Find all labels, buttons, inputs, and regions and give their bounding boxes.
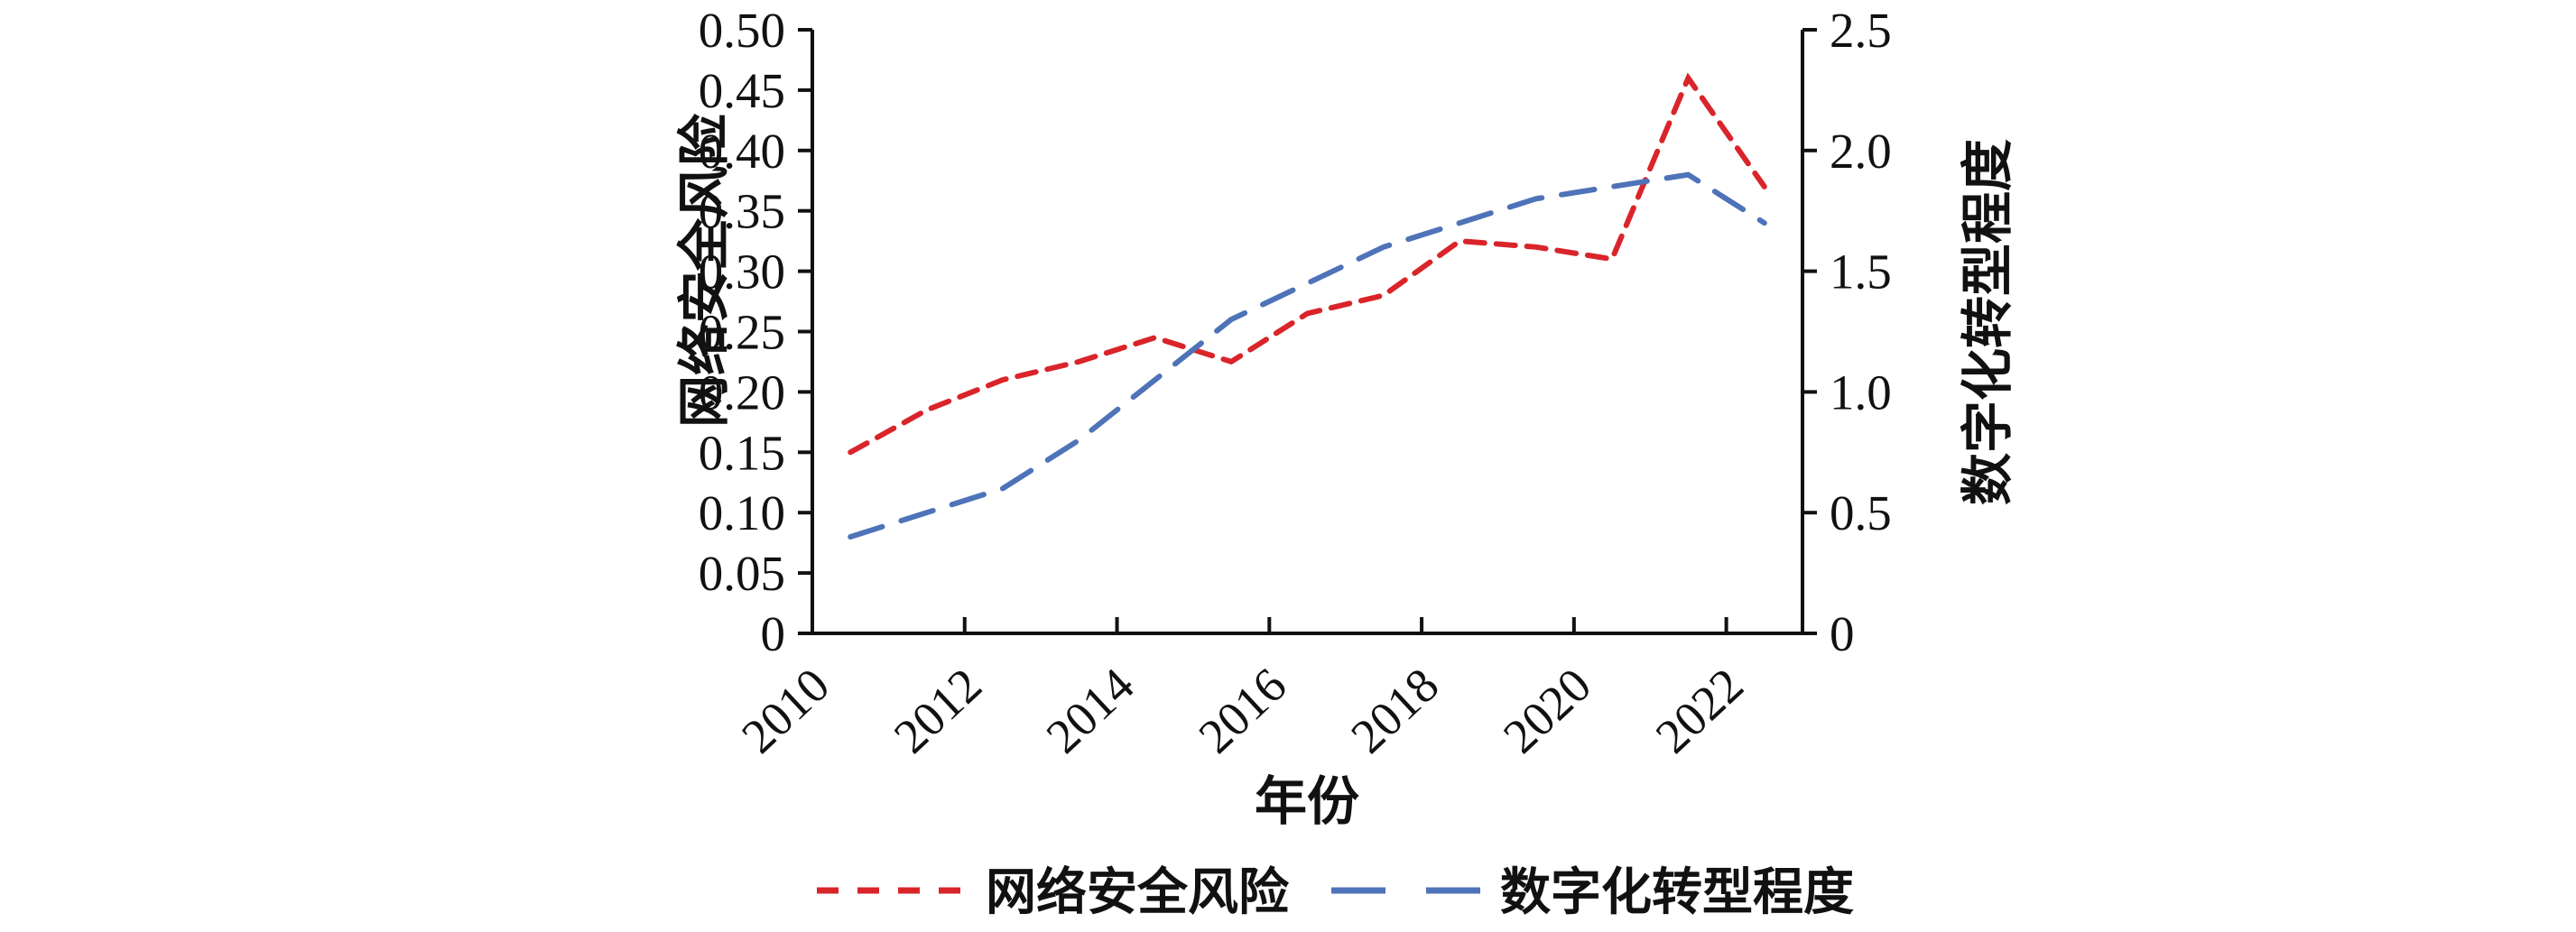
left-axis-title: 网络安全风险 xyxy=(675,113,734,428)
left-axis-tick-label: 0.30 xyxy=(699,245,785,300)
legend-label-cyber-risk: 网络安全风险 xyxy=(986,864,1290,921)
left-axis-tick-label: 0 xyxy=(761,606,786,661)
x-axis-tick-label: 2018 xyxy=(1340,658,1449,764)
x-axis-tick-label: 2014 xyxy=(1036,658,1144,764)
right-axis-tick-label: 0 xyxy=(1830,606,1855,661)
right-axis-tick-label: 1.0 xyxy=(1830,364,1892,420)
x-axis-title: 年份 xyxy=(1255,772,1359,831)
left-axis-tick-label: 0.10 xyxy=(699,485,785,540)
series-line-digital-transformation xyxy=(848,171,1767,540)
right-axis-title: 数字化转型程度 xyxy=(1959,139,2017,505)
series-line-cyber-risk xyxy=(848,72,1767,456)
left-axis-ticks: 00.05 0.100.150.200.250.30 0.350.40 0.450.5… xyxy=(699,3,812,661)
left-axis-tick-label: 0.50 xyxy=(699,3,785,58)
right-axis-ticks: 0 0.5 1.0 1.5 2.0 2.5 xyxy=(1802,3,1892,661)
x-axis-tick-label: 2016 xyxy=(1189,658,1297,764)
x-axis-tick-label: 2010 xyxy=(731,658,839,764)
x-axis-tick-label: 2020 xyxy=(1493,658,1601,764)
right-axis-tick-label: 2.0 xyxy=(1830,124,1892,179)
legend: 网络安全风险 数字化转型程度 xyxy=(817,864,1854,921)
left-axis-tick-label: 0.15 xyxy=(699,425,785,480)
left-axis-tick-label: 0.45 xyxy=(699,63,785,118)
x-axis-tick-label: 2012 xyxy=(884,658,992,764)
right-axis-tick-label: 0.5 xyxy=(1830,485,1892,540)
x-axis-tick-label: 2022 xyxy=(1645,658,1754,764)
left-axis-tick-label: 0.35 xyxy=(699,184,785,239)
left-axis-tick-label: 0.25 xyxy=(699,305,785,360)
right-axis-tick-label: 1.5 xyxy=(1830,245,1892,300)
right-axis-tick-label: 2.5 xyxy=(1830,3,1892,58)
legend-label-digital-transformation: 数字化转型程度 xyxy=(1500,865,1854,921)
left-axis-tick-label: 0.05 xyxy=(699,546,785,601)
left-axis-tick-label: 0.40 xyxy=(699,124,785,179)
x-axis-ticks: 2010 2012 2014 2016 2018 2020 2022 xyxy=(731,617,1754,763)
left-axis-tick-label: 0.20 xyxy=(699,364,785,420)
